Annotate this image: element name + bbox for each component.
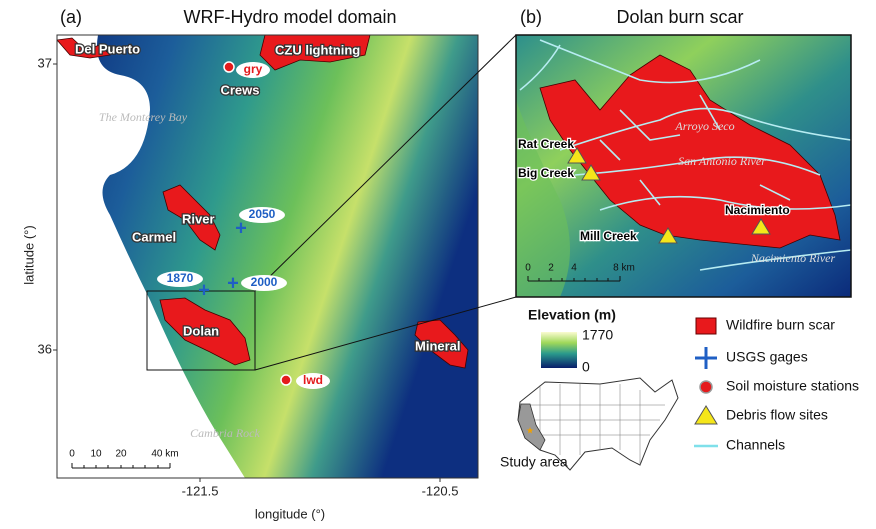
- y-axis-label: latitude (°): [21, 225, 36, 284]
- legend-swatch: [700, 381, 712, 393]
- colorbar: [541, 332, 577, 368]
- station-label: lwd: [303, 373, 323, 387]
- site-label: Mill Creek: [580, 229, 637, 243]
- place-label: Carmel: [132, 229, 176, 244]
- panel-label: (a): [60, 7, 82, 27]
- legend-swatch: [695, 347, 717, 369]
- panel-label: (b): [520, 7, 542, 27]
- inset-label: Study area: [500, 454, 568, 470]
- gage-marker: +: [227, 272, 239, 294]
- gage-label: 1870: [167, 271, 194, 285]
- legend-swatch: [696, 318, 716, 334]
- study-marker: ★: [526, 425, 534, 435]
- colorbar-label: 0: [582, 359, 590, 375]
- place-label: CZU lightning: [275, 42, 360, 57]
- station-marker: [224, 62, 234, 72]
- station-label: gry: [244, 62, 263, 76]
- station-marker: [281, 375, 291, 385]
- legend-label: Debris flow sites: [726, 407, 828, 423]
- river-label: San Antonio River: [678, 154, 766, 168]
- place-label: Mineral: [415, 338, 461, 353]
- gage-marker: +: [235, 217, 247, 239]
- x-axis-label: longitude (°): [255, 506, 325, 521]
- x-tick-label: -121.5: [182, 483, 219, 498]
- panel-title: Dolan burn scar: [616, 7, 743, 27]
- y-tick-label: 36: [38, 341, 52, 356]
- panel-title: WRF-Hydro model domain: [183, 7, 396, 27]
- colorbar-label: 1770: [582, 327, 613, 343]
- us-inset: ★ Study area: [500, 378, 678, 470]
- place-label: Cambria Rock: [190, 426, 260, 440]
- place-label: Crews: [220, 82, 259, 97]
- gage-label: 2050: [249, 207, 276, 221]
- legend-label: USGS gages: [726, 349, 808, 365]
- scale-label: 8 km: [613, 263, 635, 274]
- map-a: [57, 35, 478, 478]
- legend-label: Wildfire burn scar: [726, 317, 835, 333]
- legend-swatch: [695, 406, 717, 424]
- scale-label: 2: [548, 263, 554, 274]
- legend-label: Channels: [726, 437, 785, 453]
- legend-label: Soil moisture stations: [726, 378, 859, 394]
- gage-label: 2000: [251, 275, 278, 289]
- site-label: Big Creek: [518, 166, 574, 180]
- river-label: Arroyo Seco: [674, 119, 734, 133]
- place-label: Del Puerto: [75, 41, 140, 56]
- gage-marker: +: [198, 279, 210, 301]
- y-tick-label: 37: [38, 55, 52, 70]
- legend-title: Elevation (m): [528, 307, 616, 323]
- site-label: Nacimiento: [725, 203, 790, 217]
- scale-label: 20: [115, 449, 127, 460]
- scale-label: 40 km: [151, 449, 178, 460]
- scale-label: 10: [90, 449, 102, 460]
- figure: (a) WRF-Hydro model domain latitude (°) …: [0, 0, 876, 529]
- river-label: Nacimiento River: [750, 251, 836, 265]
- scale-label: 4: [571, 263, 577, 274]
- place-label: River: [182, 211, 215, 226]
- site-label: Rat Creek: [518, 137, 574, 151]
- scale-label: 0: [525, 263, 531, 274]
- place-label: The Monterey Bay: [99, 110, 188, 124]
- place-label: Dolan: [183, 323, 219, 338]
- x-tick-label: -120.5: [422, 483, 459, 498]
- scale-label: 0: [69, 449, 75, 460]
